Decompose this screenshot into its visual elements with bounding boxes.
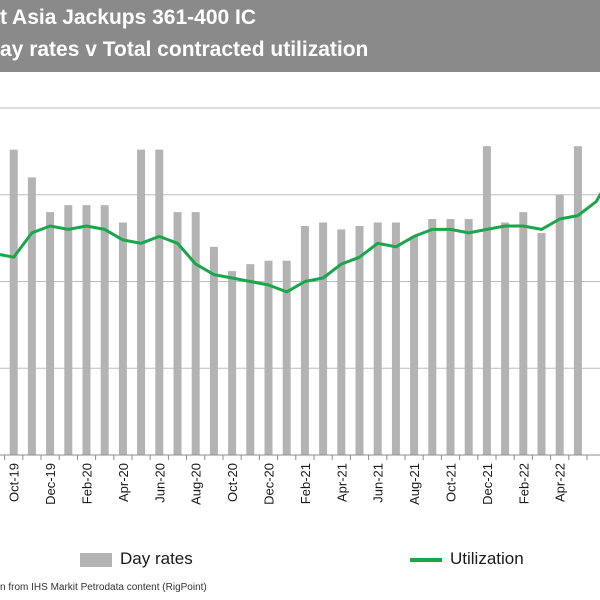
day-rate-bar-11 bbox=[191, 212, 200, 455]
day-rate-bar-8 bbox=[137, 149, 146, 455]
chart-title: t Asia Jackups 361-400 IC bbox=[0, 6, 257, 29]
gridlines bbox=[0, 107, 600, 369]
day-rate-bar-22 bbox=[391, 222, 400, 455]
day-rate-bar-26 bbox=[464, 219, 473, 455]
day-rate-bars bbox=[9, 146, 582, 456]
x-tick-label-0: Oct-19 bbox=[7, 463, 22, 502]
source-note: n from IHS Markit Petrodata content (Rig… bbox=[0, 582, 207, 593]
x-tick-label-2: Feb-20 bbox=[80, 463, 95, 504]
x-tick-label-8: Feb-21 bbox=[298, 463, 313, 504]
legend-day-rates-label: Day rates bbox=[120, 549, 193, 568]
day-rate-bar-14 bbox=[246, 264, 255, 455]
day-rate-bar-32 bbox=[573, 146, 582, 456]
x-tick-label-6: Oct-20 bbox=[225, 463, 240, 502]
day-rate-bar-23 bbox=[410, 236, 419, 455]
day-rate-bar-30 bbox=[537, 232, 546, 455]
day-rate-bar-4 bbox=[64, 205, 73, 455]
day-rate-bar-27 bbox=[482, 146, 491, 456]
utilization-line-group bbox=[0, 192, 600, 294]
day-rate-bar-3 bbox=[46, 212, 55, 455]
day-rate-bar-5 bbox=[82, 205, 91, 455]
x-tick-label-9: Apr-21 bbox=[334, 463, 349, 502]
x-tick-label-3: Apr-20 bbox=[116, 463, 131, 502]
day-rate-bar-20 bbox=[355, 225, 364, 455]
x-tick-label-4: Jun-20 bbox=[152, 463, 167, 503]
x-tick-label-10: Jun-21 bbox=[371, 463, 386, 503]
x-tick-label-1: Dec-19 bbox=[43, 463, 58, 505]
legend-utilization-label: Utilization bbox=[450, 549, 524, 568]
day-rate-bar-25 bbox=[446, 219, 455, 455]
chart-plot: Oct-19 Dec-19 Feb-20 Apr-20 Jun-20 Aug-20 Oct-… bbox=[0, 107, 600, 505]
day-rate-bar-31 bbox=[555, 194, 564, 455]
day-rate-bar-19 bbox=[337, 229, 346, 455]
day-rate-bar-21 bbox=[373, 222, 382, 455]
day-rate-bar-9 bbox=[155, 149, 164, 455]
x-tick-label-13: Dec-21 bbox=[480, 463, 495, 505]
day-rate-bar-1 bbox=[9, 149, 18, 455]
x-tick-label-14: Feb-22 bbox=[516, 463, 531, 504]
day-rate-bar-29 bbox=[519, 212, 528, 455]
x-tick-label-11: Aug-21 bbox=[407, 463, 422, 505]
x-tick-label-15: Apr-22 bbox=[553, 463, 568, 502]
utilization-line bbox=[0, 192, 600, 294]
day-rate-bar-17 bbox=[300, 225, 309, 455]
legend-utilization-swatch bbox=[410, 558, 442, 562]
x-tick-label-7: Dec-20 bbox=[262, 463, 277, 505]
day-rate-bar-7 bbox=[118, 222, 127, 455]
legend-day-rates-swatch bbox=[80, 553, 112, 567]
chart-subtitle: ay rates v Total contracted utilization bbox=[0, 38, 369, 61]
day-rate-bar-18 bbox=[319, 222, 328, 455]
day-rate-bar-16 bbox=[282, 260, 291, 455]
day-rate-bar-15 bbox=[264, 260, 273, 455]
day-rate-bar-12 bbox=[209, 246, 218, 455]
day-rate-bar-6 bbox=[100, 205, 109, 455]
day-rate-bar-28 bbox=[501, 222, 510, 455]
day-rate-bar-10 bbox=[173, 212, 182, 455]
day-rate-bar-13 bbox=[228, 271, 237, 455]
x-tick-label-5: Aug-20 bbox=[189, 463, 204, 505]
x-tick-label-12: Oct-21 bbox=[444, 463, 459, 502]
day-rate-bar-24 bbox=[428, 219, 437, 455]
chart-header: t Asia Jackups 361-400 IC ay rates v Tot… bbox=[0, 0, 600, 72]
x-axis: Oct-19 Dec-19 Feb-20 Apr-20 Jun-20 Aug-20 Oct-… bbox=[0, 454, 600, 505]
day-rate-bar-2 bbox=[27, 177, 36, 455]
